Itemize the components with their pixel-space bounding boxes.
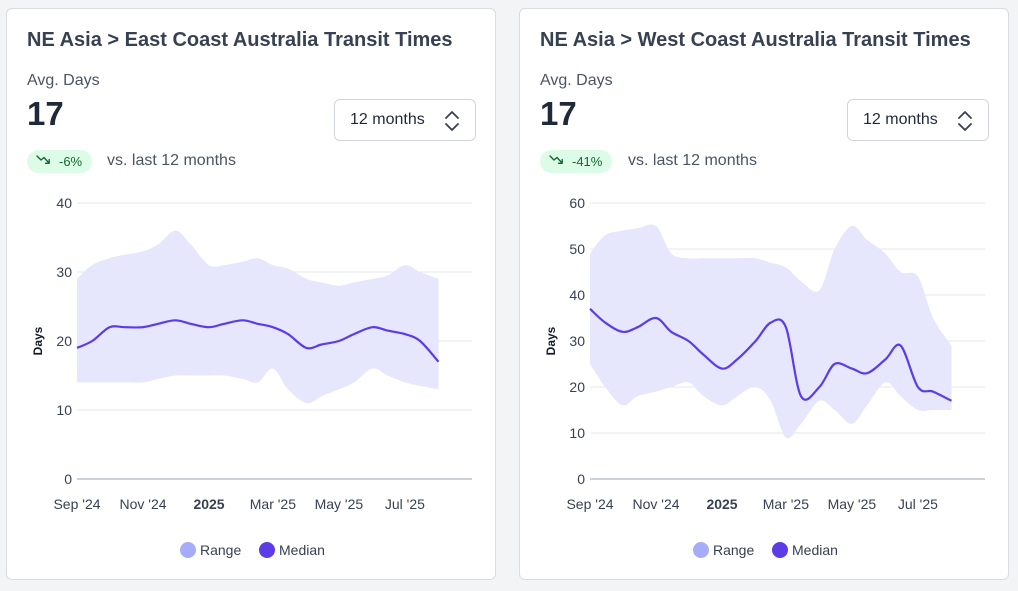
- median-line: [76, 319, 440, 363]
- y-tick-label: 30: [569, 333, 585, 349]
- compare-text: vs. last 12 months: [107, 152, 236, 169]
- x-tick-label: Sep '24: [566, 496, 613, 512]
- compare-text: vs. last 12 months: [628, 152, 757, 169]
- x-tick-label: May '25: [828, 496, 877, 512]
- transit-card-west: NE Asia > West Coast Australia Transit T…: [519, 8, 1009, 580]
- change-badge-text: -6%: [59, 154, 83, 169]
- legend: Range Median: [180, 542, 325, 558]
- y-tick-label: 60: [569, 195, 585, 211]
- transit-card-east: NE Asia > East Coast Australia Transit T…: [6, 8, 496, 580]
- card-title: NE Asia > West Coast Australia Transit T…: [540, 29, 971, 51]
- legend: Range Median: [693, 542, 838, 558]
- transit-chart-west: 0 10 20 30 40 50 60 Sep '24 Nov '24 2025 Mar '25 Ma…: [544, 195, 985, 558]
- period-select[interactable]: 12 months: [847, 99, 989, 141]
- x-tick-label: Mar '25: [250, 496, 296, 512]
- x-tick-label: 2025: [706, 496, 737, 512]
- trending-down-icon: [36, 153, 51, 171]
- period-select[interactable]: 12 months: [334, 99, 476, 141]
- legend-range-marker: [180, 542, 196, 558]
- change-badge: -6%: [27, 150, 93, 173]
- legend-median-marker: [259, 542, 275, 558]
- metric-value: 17: [27, 95, 64, 132]
- y-tick-label: 40: [56, 195, 72, 211]
- y-tick-label: 20: [569, 379, 585, 395]
- median-line: [589, 307, 952, 402]
- y-tick-label: 50: [569, 241, 585, 257]
- transit-chart-east: 0 10 20 30 40 Sep '24 Nov '24 2025 Mar '25 May '2…: [31, 195, 472, 558]
- x-tick-label: Jul '25: [385, 496, 425, 512]
- x-tick-label: Nov '24: [119, 496, 166, 512]
- legend-range-label: Range: [713, 542, 754, 558]
- legend-median-label: Median: [279, 542, 325, 558]
- range-band: [77, 230, 439, 404]
- y-tick-label: 20: [56, 333, 72, 349]
- y-tick-label: 10: [569, 425, 585, 441]
- chevron-up-down-icon: [443, 110, 461, 137]
- x-tick-label: Sep '24: [53, 496, 100, 512]
- y-tick-label: 40: [569, 287, 585, 303]
- y-tick-label: 0: [577, 471, 585, 487]
- y-axis-title: Days: [544, 326, 558, 355]
- y-tick-label: 0: [64, 471, 72, 487]
- period-select-value: 12 months: [350, 111, 425, 128]
- chevron-up-down-icon: [956, 110, 974, 137]
- x-tick-label: Nov '24: [632, 496, 679, 512]
- change-badge: -41%: [540, 150, 613, 173]
- period-select-value: 12 months: [863, 111, 938, 128]
- y-axis-title: Days: [31, 326, 45, 355]
- x-tick-label: Jul '25: [898, 496, 938, 512]
- trending-down-icon: [549, 153, 564, 171]
- card-title: NE Asia > East Coast Australia Transit T…: [27, 29, 453, 51]
- metric-label: Avg. Days: [27, 72, 100, 89]
- legend-range-marker: [693, 542, 709, 558]
- metric-label: Avg. Days: [540, 72, 613, 89]
- legend-median-marker: [772, 542, 788, 558]
- y-tick-label: 30: [56, 264, 72, 280]
- metric-value: 17: [540, 95, 577, 132]
- legend-median-label: Median: [792, 542, 838, 558]
- range-band: [590, 224, 952, 439]
- x-tick-label: May '25: [315, 496, 364, 512]
- legend-range-label: Range: [200, 542, 241, 558]
- change-badge-text: -41%: [572, 154, 603, 169]
- x-tick-label: Mar '25: [763, 496, 809, 512]
- x-tick-label: 2025: [193, 496, 224, 512]
- y-tick-label: 10: [56, 402, 72, 418]
